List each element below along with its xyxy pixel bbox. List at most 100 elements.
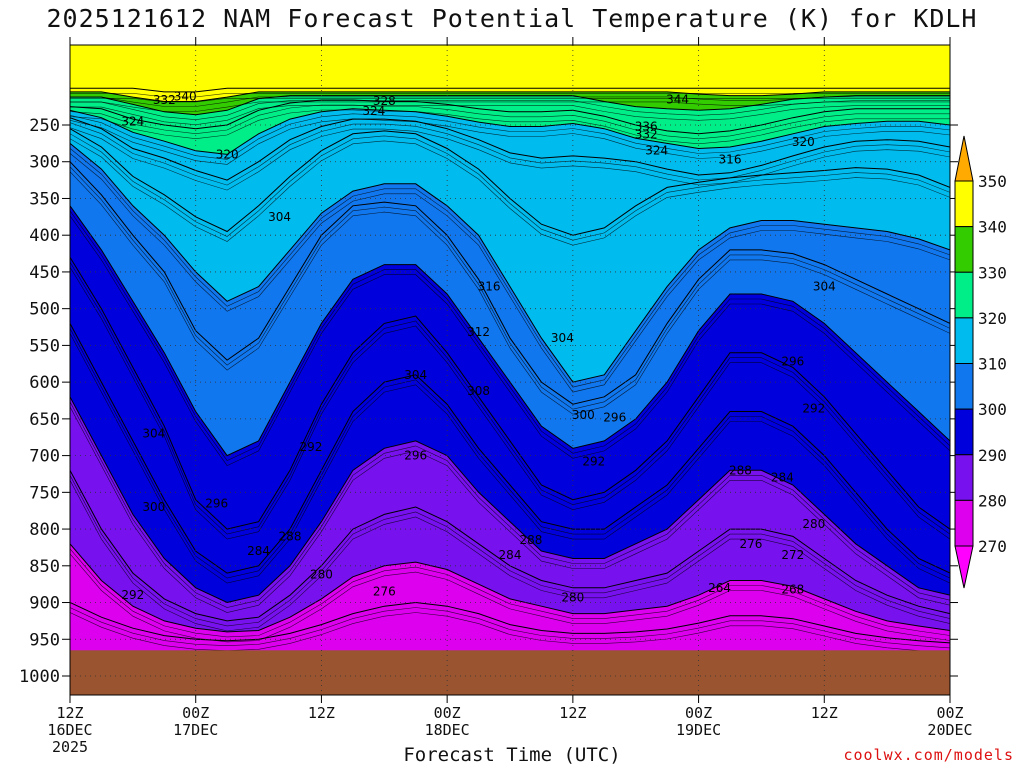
isotherm-minor-296-1: [70, 262, 950, 535]
isotherm-292: [70, 323, 950, 574]
contour-label-292: 292: [299, 440, 322, 454]
contour-label-276: 276: [373, 585, 396, 599]
x-tick-label: 12Z: [308, 704, 335, 722]
contour-label-332: 332: [153, 93, 176, 107]
isotherm-288: [70, 396, 950, 604]
isotherm-minor-308-1: [70, 148, 950, 388]
isotherm-332: [70, 95, 950, 116]
x-tick-label: 2025: [52, 738, 88, 756]
contour-label-284: 284: [247, 544, 270, 558]
contour-label-304: 304: [268, 210, 291, 224]
isotherm-minor-280-1: [70, 548, 950, 638]
y-tick-label: 600: [29, 373, 60, 393]
colorbar-label-330: 330: [978, 263, 1007, 282]
contour-label-320: 320: [216, 147, 239, 161]
isotherm-324: [70, 99, 950, 135]
colorbar-under-triangle: [954, 545, 974, 589]
isotherm-minor-312-1: [70, 133, 950, 241]
colorbar-band-310: [954, 317, 974, 364]
isotherm-296: [70, 256, 950, 530]
isotherm-minor-304-1: [70, 166, 950, 410]
contour-lines: [70, 87, 950, 654]
y-tick-label: 750: [29, 483, 60, 503]
contour-label-280: 280: [802, 517, 825, 531]
terrain-fill: [70, 650, 950, 695]
contour-label-320: 320: [792, 135, 815, 149]
colorbar-band-330: [954, 226, 974, 273]
contour-label-292: 292: [121, 588, 144, 602]
y-tick-label: 950: [29, 630, 60, 650]
y-tick-label: 350: [29, 189, 60, 209]
isotherm-minor-276-1: [70, 607, 950, 649]
y-tick-label: 300: [29, 153, 60, 173]
isotherm-minor-320-2: [70, 118, 950, 165]
contour-label-304: 304: [813, 280, 836, 294]
y-tick-label: 450: [29, 263, 60, 283]
isotherm-minor-320-1: [70, 113, 950, 160]
contour-label-284: 284: [771, 471, 794, 485]
contour-label-300: 300: [142, 500, 165, 514]
contour-label-296: 296: [205, 496, 228, 510]
contour-label-292: 292: [582, 454, 605, 468]
isotherm-minor-292-1: [70, 328, 950, 579]
x-tick-label: 16DEC: [47, 721, 92, 739]
y-tick-label: 250: [29, 116, 60, 136]
colorbar-over-triangle: [954, 135, 974, 182]
contour-label-324: 324: [362, 104, 385, 118]
x-tick-label: 20DEC: [927, 721, 972, 739]
credit-text: coolwx.com/models: [843, 746, 1014, 764]
contour-label-340: 340: [174, 89, 197, 103]
colorbar-label-300: 300: [978, 400, 1007, 419]
x-axis-label: Forecast Time (UTC): [403, 744, 621, 766]
colorbar-band-320: [954, 271, 974, 319]
colorbar-band-280: [954, 454, 974, 501]
colorbar-label-290: 290: [978, 446, 1007, 465]
colorbar-label-310: 310: [978, 355, 1007, 374]
isotherm-minor-300-1: [70, 210, 950, 461]
colorbar-band-290: [954, 408, 974, 456]
isotherm-304: [70, 161, 950, 405]
isotherm-minor-308-2: [70, 153, 950, 393]
x-tick-label: 12Z: [559, 704, 586, 722]
contour-label-324: 324: [121, 114, 144, 128]
isotherm-280: [70, 543, 950, 633]
isotherm-minor-284-1: [70, 475, 950, 627]
contour-label-316: 316: [719, 153, 742, 167]
contour-label-284: 284: [499, 548, 522, 562]
x-tick-label: 19DEC: [676, 721, 721, 739]
x-tick-label: 12Z: [56, 704, 83, 722]
y-tick-label: 800: [29, 520, 60, 540]
contour-label-264: 264: [708, 581, 731, 595]
y-tick-label: 400: [29, 226, 60, 246]
terrain-layer: [70, 650, 950, 695]
y-tick-label: 500: [29, 300, 60, 320]
isotherm-minor-292-2: [70, 333, 950, 584]
isotherm-320: [70, 108, 950, 155]
contour-label-332: 332: [635, 128, 658, 142]
contour-label-268: 268: [781, 582, 804, 596]
contour-label-344: 344: [666, 92, 689, 106]
colorbar-band-300: [954, 363, 974, 410]
colorbar-label-280: 280: [978, 491, 1007, 510]
isotherm-276: [70, 601, 950, 644]
isotherm-minor-324-2: [70, 109, 950, 145]
colorbar-label-340: 340: [978, 218, 1007, 237]
contour-label-288: 288: [519, 533, 542, 547]
isotherm-minor-288-1: [70, 401, 950, 608]
contour-label-308: 308: [467, 384, 490, 398]
filled-contour-bands: [70, 45, 950, 695]
contour-label-288: 288: [279, 529, 302, 543]
colorbar-band-340: [954, 180, 974, 228]
contour-label-300: 300: [572, 408, 595, 422]
isotherm-340: [70, 91, 950, 102]
colorbar-label-270: 270: [978, 537, 1007, 556]
contour-label-296: 296: [404, 449, 427, 463]
contour-label-296: 296: [603, 410, 626, 424]
contour-label-272: 272: [781, 548, 804, 562]
isotherm-minor-296-2: [70, 267, 950, 540]
contour-label-304: 304: [404, 368, 427, 382]
isotherm-minor-324-1: [70, 104, 950, 140]
x-tick-label: 17DEC: [173, 721, 218, 739]
x-tick-label: 00Z: [685, 704, 712, 722]
